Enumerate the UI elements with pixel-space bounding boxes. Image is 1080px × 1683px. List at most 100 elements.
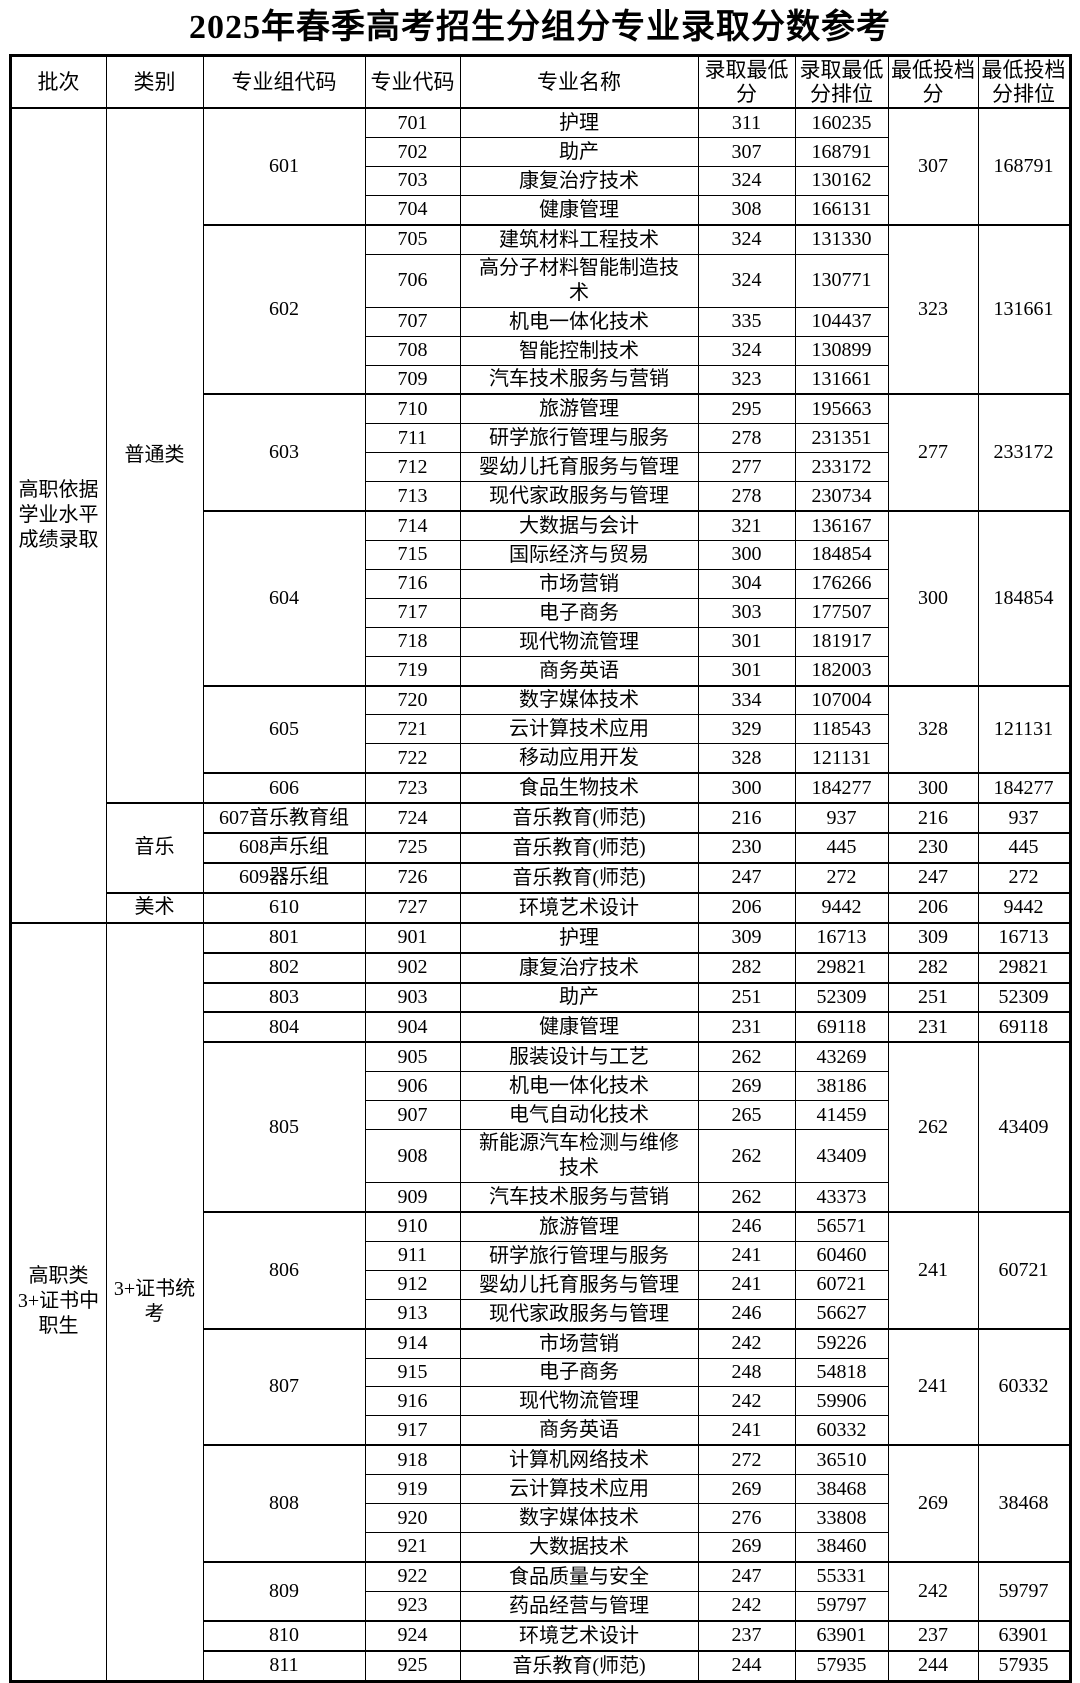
min-rank-cell: 60332: [794, 1415, 889, 1446]
column-header: 批次: [9, 54, 107, 109]
table-row: 911 研学旅行管理与服务 241 60460: [10, 1240, 1070, 1271]
table-row: 711 研学旅行管理与服务 278 231351: [10, 423, 1070, 454]
file-score-cell: 230: [887, 832, 979, 864]
major-name-cell: 研学旅行管理与服务: [459, 423, 699, 454]
min-score-cell: 301: [697, 626, 796, 657]
file-score-cell: 242: [887, 1560, 979, 1622]
major-code-cell: 925: [364, 1649, 461, 1682]
min-rank-cell: 184854: [794, 539, 889, 570]
major-name-cell: 移动应用开发: [459, 743, 699, 774]
major-name-cell: 助产: [459, 137, 699, 167]
major-name-cell: 云计算技术应用: [459, 714, 699, 745]
major-name-cell: 智能控制技术: [459, 335, 699, 366]
min-rank-cell: 272: [794, 861, 889, 894]
min-rank-cell: 43373: [794, 1182, 889, 1213]
min-score-cell: 269: [697, 1071, 796, 1102]
group-code-cell: 602: [202, 223, 366, 395]
table-row: 920 数字媒体技术 276 33808: [10, 1503, 1070, 1533]
column-header: 最低投档分排位: [977, 54, 1071, 109]
min-score-cell: 242: [697, 1327, 796, 1359]
major-name-text: 机电一体化技术: [509, 310, 649, 333]
major-name-cell: 汽车技术服务与营销: [459, 364, 699, 395]
min-score-cell: 303: [697, 597, 796, 628]
table-row: 916 现代物流管理 242 59906: [10, 1386, 1070, 1417]
major-name-cell: 康复治疗技术: [459, 951, 699, 984]
major-name-text: 大数据技术: [529, 1535, 629, 1558]
file-score-cell: 300: [887, 510, 979, 687]
major-code-cell: 921: [364, 1531, 461, 1563]
table-row: 713 现代家政服务与管理 278 230734: [10, 481, 1070, 512]
major-code-cell: 720: [364, 684, 461, 716]
major-name-text: 国际经济与贸易: [509, 543, 649, 566]
batch-cell: 高职类3+证书中职生: [9, 921, 107, 1682]
file-score-cell: 277: [887, 393, 979, 512]
major-code-cell: 710: [364, 393, 461, 425]
header-row: 批次 类别 专业组代码 专业代码 专业名称 录取最低分 录取最低分排位 最低投档分 最低投档分排…: [9, 54, 1071, 109]
table-row: 707 机电一体化技术 335 104437: [10, 306, 1070, 337]
table-row: 605 720 数字媒体技术 334 107004 328 121131: [10, 684, 1071, 774]
file-rank-cell: 168791: [977, 107, 1071, 226]
file-rank-cell: 445: [977, 832, 1071, 864]
table-row: 808 918 计算机网络技术 272 36510 269 38468: [10, 1444, 1071, 1563]
min-score-cell: 334: [697, 684, 796, 716]
major-name-text: 康复治疗技术: [519, 956, 639, 979]
major-name-text: 云计算技术应用: [509, 1478, 649, 1501]
group-code-cell: 811: [202, 1649, 366, 1682]
major-name-text: 婴幼儿托育服务与管理: [479, 456, 679, 479]
min-score-cell: 241: [697, 1240, 796, 1271]
min-score-cell: 301: [697, 655, 796, 687]
category-cell: 普通类: [105, 107, 204, 804]
table-row: 908 新能源汽车检测与维修技术 262 43409: [10, 1129, 1070, 1184]
major-code-cell: 909: [364, 1182, 461, 1213]
min-rank-cell: 9442: [794, 891, 889, 924]
table-row: 719 商务英语 301 182003: [10, 655, 1070, 687]
major-name-cell: 健康管理: [459, 194, 699, 226]
file-score-cell: 269: [887, 1444, 979, 1563]
min-score-cell: 324: [697, 253, 796, 308]
min-rank-cell: 118543: [794, 714, 889, 745]
min-score-cell: 262: [697, 1182, 796, 1213]
major-name-text: 护理: [559, 112, 599, 135]
major-name-cell: 电子商务: [459, 597, 699, 628]
major-code-cell: 916: [364, 1386, 461, 1417]
min-score-cell: 251: [697, 981, 796, 1013]
min-rank-cell: 131661: [794, 364, 889, 395]
major-name-cell: 音乐教育(师范): [459, 1649, 699, 1682]
file-score-cell: 282: [887, 951, 979, 984]
major-code-cell: 912: [364, 1269, 461, 1300]
major-name-cell: 护理: [459, 107, 699, 139]
major-name-cell: 电子商务: [459, 1357, 699, 1388]
major-name-text: 电气自动化技术: [509, 1104, 649, 1127]
min-score-cell: 272: [697, 1444, 796, 1476]
column-header: 专业代码: [364, 54, 461, 109]
min-rank-cell: 38186: [794, 1071, 889, 1102]
major-name-cell: 旅游管理: [459, 393, 699, 425]
file-score-cell: 300: [887, 772, 979, 804]
major-code-cell: 914: [364, 1327, 461, 1359]
min-score-cell: 265: [697, 1100, 796, 1131]
file-rank-cell: 131661: [977, 223, 1071, 395]
file-rank-cell: 16713: [977, 921, 1071, 954]
major-name-text: 现代物流管理: [519, 630, 639, 653]
file-score-cell: 231: [887, 1011, 979, 1043]
file-rank-cell: 184277: [977, 772, 1071, 804]
file-rank-cell: 59797: [977, 1560, 1071, 1622]
group-code-cell: 810: [202, 1619, 366, 1652]
major-code-cell: 904: [364, 1011, 461, 1043]
min-rank-cell: 445: [794, 832, 889, 864]
major-name-cell: 环境艺术设计: [459, 1619, 699, 1652]
file-score-cell: 216: [887, 802, 979, 834]
major-code-cell: 918: [364, 1444, 461, 1476]
min-rank-cell: 136167: [794, 510, 889, 541]
table-row: 913 现代家政服务与管理 246 56627: [10, 1298, 1070, 1330]
min-score-cell: 300: [697, 539, 796, 570]
file-score-cell: 328: [887, 684, 979, 774]
major-name-cell: 高分子材料智能制造技术: [459, 253, 699, 308]
major-code-cell: 724: [364, 802, 461, 834]
min-score-cell: 206: [697, 891, 796, 924]
category-cell: 美术: [105, 891, 204, 924]
major-name-text: 建筑材料工程技术: [499, 228, 659, 251]
major-name-cell: 市场营销: [459, 568, 699, 599]
table-row: 915 电子商务 248 54818: [10, 1357, 1070, 1388]
major-code-cell: 714: [364, 510, 461, 541]
